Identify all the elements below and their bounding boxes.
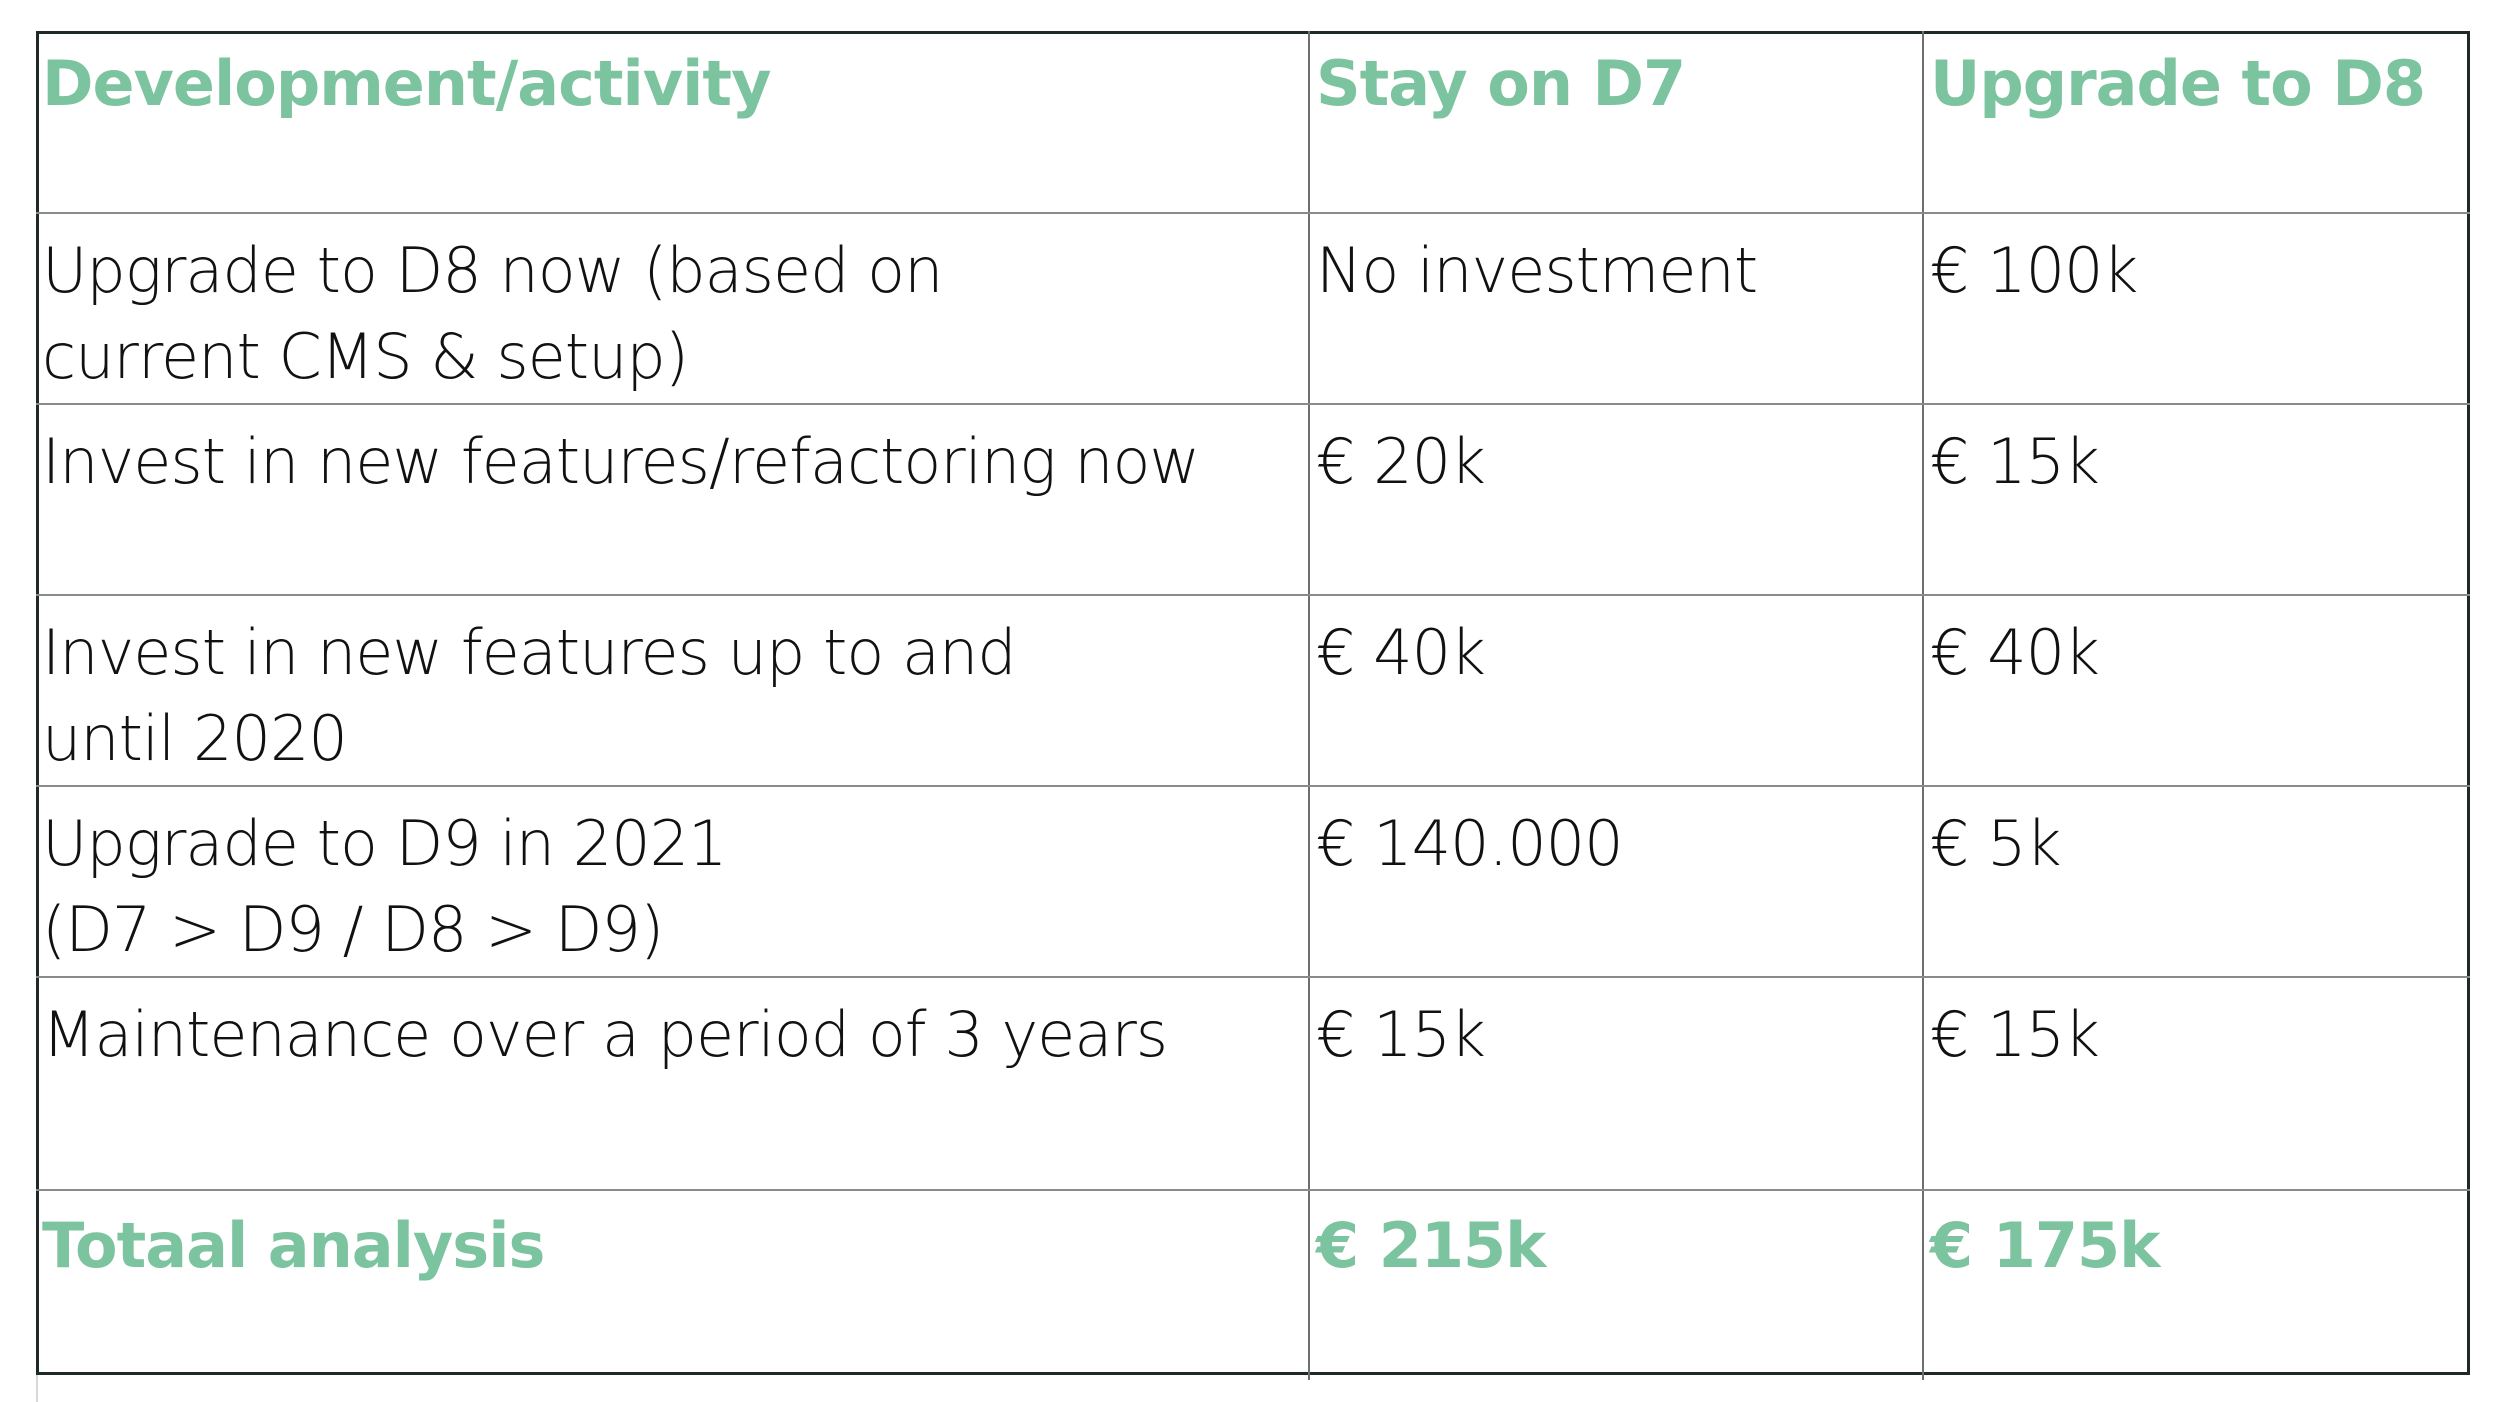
header-stay-d7: Stay on D7 bbox=[1308, 31, 1923, 214]
total-stay-d7: € 215k bbox=[1308, 1190, 1923, 1380]
activity-line: Invest in new features/refactoring now bbox=[42, 425, 1200, 498]
activity-cell: Upgrade to D8 now (based on current CMS … bbox=[36, 213, 1309, 405]
upgrade-d8-cell: € 15k bbox=[1922, 404, 2470, 596]
activity-line: Maintenance over a period of 3 years bbox=[42, 998, 1168, 1071]
stay-d7-cell: € 140.000 bbox=[1308, 786, 1923, 978]
table-row: Maintenance over a period of 3 years € 1… bbox=[36, 977, 2470, 1191]
total-label: Totaal analysis bbox=[42, 1209, 545, 1282]
activity-line: Upgrade to D8 now (based on bbox=[42, 234, 943, 307]
table-row: Upgrade to D8 now (based on current CMS … bbox=[36, 213, 2470, 405]
header-activity: Development/activity bbox=[36, 31, 1309, 214]
table-row: Invest in new features/refactoring now €… bbox=[36, 404, 2470, 596]
stay-d7-cell: € 15k bbox=[1308, 977, 1923, 1191]
activity-cell: Upgrade to D9 in 2021 (D7 > D9 / D8 > D9… bbox=[36, 786, 1309, 978]
upgrade-d8-cell: € 40k bbox=[1922, 595, 2470, 787]
activity-line: until 2020 bbox=[42, 702, 348, 775]
activity-cell: Invest in new features up to and until 2… bbox=[36, 595, 1309, 787]
stay-d7-cell: € 20k bbox=[1308, 404, 1923, 596]
table-header-row: Development/activity Stay on D7 Upgrade … bbox=[36, 31, 2470, 214]
table-row: Upgrade to D9 in 2021 (D7 > D9 / D8 > D9… bbox=[36, 786, 2470, 978]
table-row: Invest in new features up to and until 2… bbox=[36, 595, 2470, 787]
stay-d7-cell: No investment bbox=[1308, 213, 1923, 405]
activity-line: Invest in new features up to and bbox=[42, 616, 1017, 689]
activity-cell: Maintenance over a period of 3 years bbox=[36, 977, 1309, 1191]
activity-line: Upgrade to D9 in 2021 bbox=[42, 807, 728, 880]
comparison-table: Development/activity Stay on D7 Upgrade … bbox=[36, 31, 2470, 1380]
table-total-row: Totaal analysis € 215k € 175k bbox=[36, 1190, 2470, 1380]
upgrade-d8-cell: € 15k bbox=[1922, 977, 2470, 1191]
upgrade-d8-cell: € 5k bbox=[1922, 786, 2470, 978]
page-edge-divider bbox=[36, 1375, 38, 1402]
activity-line: (D7 > D9 / D8 > D9) bbox=[42, 893, 664, 966]
header-upgrade-d8: Upgrade to D8 bbox=[1922, 31, 2470, 214]
activity-line: current CMS & setup) bbox=[42, 320, 689, 393]
upgrade-d8-cell: € 100k bbox=[1922, 213, 2470, 405]
activity-cell: Invest in new features/refactoring now bbox=[36, 404, 1309, 596]
stay-d7-cell: € 40k bbox=[1308, 595, 1923, 787]
total-upgrade-d8: € 175k bbox=[1922, 1190, 2470, 1380]
